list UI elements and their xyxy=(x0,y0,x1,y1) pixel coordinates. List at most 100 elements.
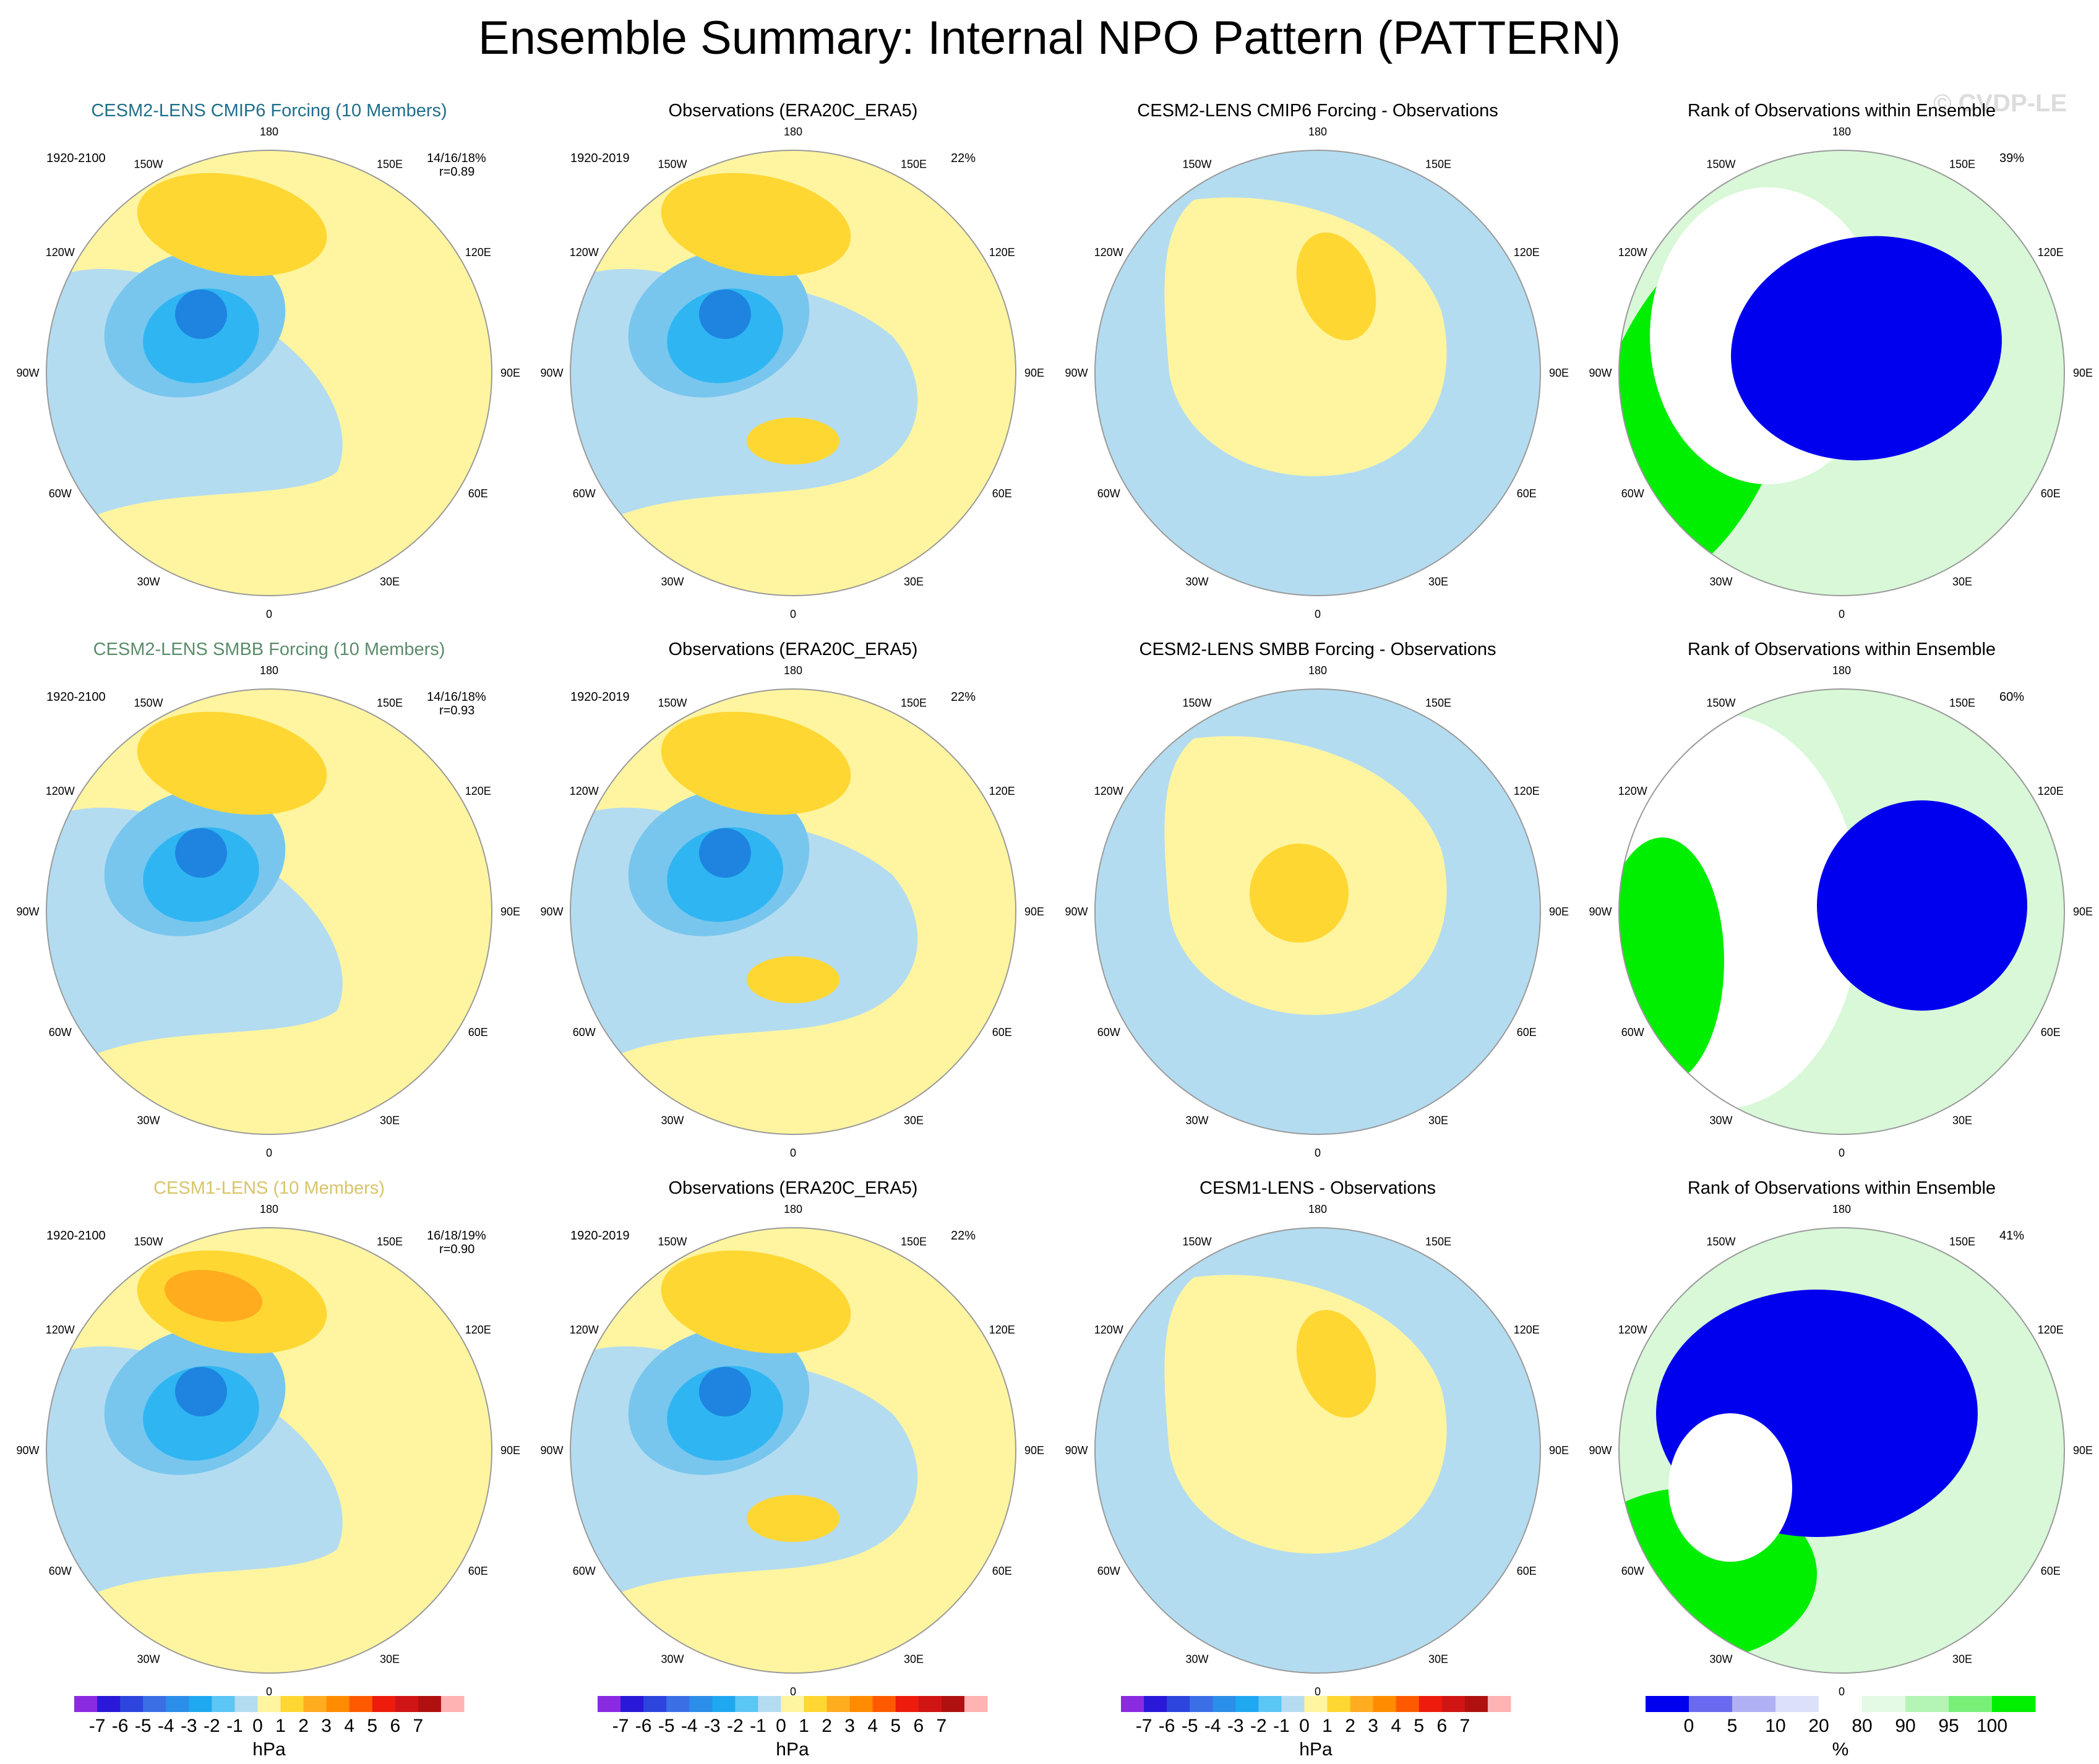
colorbar-tick-label: -6 xyxy=(1159,1716,1175,1736)
colorbar-tick-label: -6 xyxy=(635,1716,652,1736)
longitude-label: 60W xyxy=(1621,1026,1644,1038)
pos-contour-2 xyxy=(661,711,851,815)
colorbar-swatch xyxy=(1167,1696,1190,1712)
rank-variance-pct: 39% xyxy=(1999,152,2025,165)
field-layer xyxy=(1095,689,1540,1134)
longitude-label: 60E xyxy=(992,1565,1012,1577)
longitude-label: 0 xyxy=(1839,608,1845,620)
colorbar-swatch xyxy=(1689,1696,1733,1712)
longitude-label: 30E xyxy=(1952,1115,1972,1127)
colorbar-tick-label: 3 xyxy=(844,1716,855,1736)
colorbar-swatch xyxy=(1464,1696,1488,1712)
map-boundary xyxy=(46,1227,492,1674)
map-boundary xyxy=(46,688,492,1135)
longitude-label: 30E xyxy=(380,576,400,588)
rank-colorbar: 0 5 10 20 80 90 95 100% xyxy=(1646,1696,2036,1760)
longitude-label: 30E xyxy=(1428,1653,1448,1666)
longitude-label: 60W xyxy=(1097,1565,1120,1577)
longitude-label: 60E xyxy=(2041,1026,2061,1038)
longitude-label: 0 xyxy=(1839,1685,1845,1698)
longitude-label: 60W xyxy=(573,1565,596,1577)
longitude-label: 120E xyxy=(1514,785,1540,797)
pos-contour-2 xyxy=(661,173,851,276)
colorbar-swatch xyxy=(964,1696,988,1712)
colorbar-swatch xyxy=(758,1696,781,1712)
longitude-label: 150W xyxy=(1182,158,1211,170)
colorbar-tick-label: 0 xyxy=(1299,1716,1310,1736)
diff-panel-title: CESM2-LENS CMIP6 Forcing - Observations xyxy=(1137,101,1498,121)
longitude-label: 60E xyxy=(992,1026,1012,1038)
colorbar-swatch xyxy=(918,1696,942,1712)
obs-period: 1920-2019 xyxy=(570,1229,630,1243)
colorbar-swatch xyxy=(804,1696,828,1712)
colorbar-tick-label: -3 xyxy=(1227,1716,1244,1736)
longitude-label: 150W xyxy=(658,696,687,709)
longitude-label: 60W xyxy=(573,487,596,500)
longitude-label: 30W xyxy=(1709,576,1732,588)
colorbar-swatch xyxy=(1258,1696,1282,1712)
obs-variance-pct: 22% xyxy=(951,1229,976,1243)
colorbar-tick-label: -3 xyxy=(704,1716,721,1736)
obs-map: 180 150E 120E 90E 60E 30E 0 30W 60W 90W 120W 150W xyxy=(540,126,1044,620)
colorbar-swatch xyxy=(1487,1696,1511,1712)
model-map: 180 150E 120E 90E 60E 30E 0 30W 60W 90W 120W 150W xyxy=(16,664,520,1159)
obs-panel-title: Observations (ERA20C_ERA5) xyxy=(668,1178,918,1198)
colorbar-swatch xyxy=(1905,1696,1949,1712)
longitude-label: 120E xyxy=(2038,246,2064,259)
longitude-label: 120E xyxy=(989,785,1015,797)
longitude-label: 60E xyxy=(468,1565,488,1577)
colorbar-swatch xyxy=(166,1696,189,1712)
longitude-label: 180 xyxy=(1832,1203,1851,1215)
longitude-label: 30W xyxy=(137,1653,160,1666)
longitude-label: 120W xyxy=(1618,1324,1647,1336)
longitude-label: 150E xyxy=(1949,1235,1975,1248)
diff-map: 180 150E 120E 90E 60E 30E 0 30W 60W 90W 120W 150W xyxy=(1065,1203,1569,1698)
longitude-label: 0 xyxy=(1315,1147,1321,1159)
longitude-label: 0 xyxy=(790,608,796,620)
colorbar-tick-label: -5 xyxy=(658,1716,675,1736)
colorbar-tick-label: 10 xyxy=(1765,1716,1785,1736)
colorbar-unit: % xyxy=(1832,1739,1849,1760)
colorbar-tick-label: 4 xyxy=(867,1716,878,1736)
positive-anomaly-region xyxy=(1164,197,1447,476)
longitude-label: 90E xyxy=(1024,367,1044,379)
longitude-label: 150W xyxy=(1706,1235,1735,1248)
longitude-label: 30E xyxy=(1952,576,1972,588)
colorbar-swatch xyxy=(1121,1696,1144,1712)
colorbar-swatch xyxy=(941,1696,965,1712)
longitude-label: 90W xyxy=(1065,906,1088,918)
map-boundary xyxy=(570,1227,1016,1674)
obs-map: 180 150E 120E 90E 60E 30E 0 30W 60W 90W 120W 150W xyxy=(540,664,1044,1159)
colorbar-swatch xyxy=(1819,1696,1863,1712)
colorbar-tick-label: 5 xyxy=(1727,1716,1738,1736)
diff-map: 180 150E 120E 90E 60E 30E 0 30W 60W 90W 120W 150W xyxy=(1065,664,1569,1159)
longitude-label: 0 xyxy=(790,1685,796,1698)
longitude-label: 30E xyxy=(1952,1653,1972,1666)
hpa-colorbar: -7 -6 -5 -4 -3 -2 -1 0 1 2 3 4 5 6 7 hPa xyxy=(598,1696,988,1760)
colorbar-tick-label: -2 xyxy=(204,1716,220,1736)
longitude-label: 30W xyxy=(137,1115,160,1127)
colorbar-tick-label: 1 xyxy=(1322,1716,1333,1736)
model-map: 180 150E 120E 90E 60E 30E 0 30W 60W 90W 120W 150W xyxy=(16,1203,520,1698)
rank-variance-pct: 41% xyxy=(1999,1229,2025,1243)
colorbar-swatch xyxy=(1190,1696,1213,1712)
obs-map: 180 150E 120E 90E 60E 30E 0 30W 60W 90W 120W 150W xyxy=(540,1203,1044,1698)
longitude-label: 60W xyxy=(49,487,72,500)
neg-contour-4 xyxy=(699,289,751,339)
longitude-label: 180 xyxy=(1308,664,1327,677)
rank-panel-title: Rank of Observations within Ensemble xyxy=(1687,1178,1996,1198)
longitude-label: 90E xyxy=(2073,367,2093,379)
colorbar-swatch xyxy=(643,1696,667,1712)
longitude-label: 30W xyxy=(1709,1115,1732,1127)
pos-contour-3 xyxy=(164,1270,263,1322)
longitude-label: 30E xyxy=(1428,576,1448,588)
longitude-label: 90W xyxy=(16,906,39,918)
colorbar-swatch xyxy=(826,1696,851,1712)
colorbar-swatch xyxy=(326,1696,350,1712)
pos-contour-2 xyxy=(137,711,327,815)
obs-period: 1920-2019 xyxy=(570,152,630,165)
colorbar-tick-label: 1 xyxy=(799,1716,809,1736)
longitude-label: 90E xyxy=(500,1444,520,1457)
longitude-label: 120W xyxy=(570,785,599,797)
longitude-label: 60E xyxy=(468,487,488,500)
